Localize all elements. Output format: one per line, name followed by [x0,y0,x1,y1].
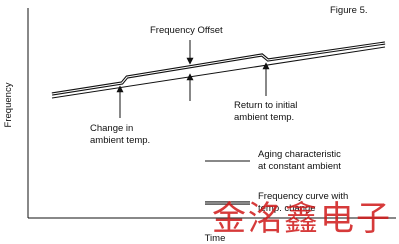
annotation: Change in [90,123,133,134]
annotation: Return to initial [234,100,297,111]
aging-line [51,46,386,99]
axes [27,8,396,219]
frequency-curve [51,41,386,96]
y-axis-label: Frequency [3,82,14,127]
annotation: ambient temp. [90,135,150,146]
annotation: Frequency Offset [150,25,223,36]
x-axis-label: Time [205,233,226,244]
annotation: ambient temp. [234,112,294,123]
watermark: 金洺鑫电子 [212,199,392,239]
figure-label: Figure 5. [330,5,368,16]
legend-label: Aging characteristic [258,149,341,160]
arrows [116,40,270,118]
legend-label: temp. change [258,203,316,214]
legend-label: at constant ambient [258,161,341,172]
legend-label: Frequency curve with [258,191,348,202]
